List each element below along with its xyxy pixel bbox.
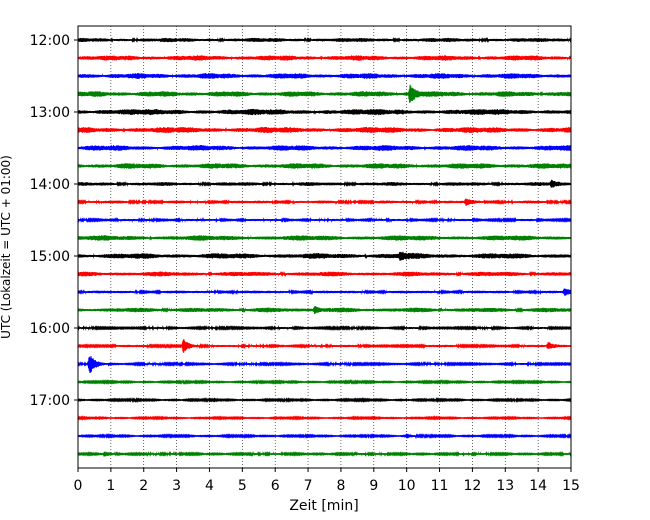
trace-1745 <box>77 451 572 457</box>
x-tick-label: 8 <box>336 478 345 494</box>
x-tick-label: 4 <box>205 478 214 494</box>
y-tick-label: 17:00 <box>30 393 70 409</box>
trace-1200 <box>77 37 572 43</box>
y-tick-label: 12:00 <box>30 33 70 49</box>
x-tick-label: 5 <box>238 478 247 494</box>
trace-1730 <box>77 433 572 439</box>
y-tick-label: 15:00 <box>30 249 70 265</box>
x-tick-label: 14 <box>529 478 547 494</box>
trace-1430 <box>77 216 572 223</box>
x-tick-label: 13 <box>496 478 514 494</box>
trace-1700 <box>77 397 572 403</box>
x-tick-label: 12 <box>463 478 481 494</box>
trace-1500 <box>77 251 572 261</box>
x-tick-label: 11 <box>431 478 449 494</box>
y-tick-label: 13:00 <box>30 105 70 121</box>
trace-1330 <box>77 145 572 151</box>
trace-1530 <box>77 288 572 296</box>
x-tick-label: 15 <box>562 478 580 494</box>
trace-1315 <box>77 127 572 134</box>
x-tick-label: 0 <box>74 478 83 494</box>
trace-1230 <box>77 73 572 79</box>
x-axis-label: Zeit [min] <box>289 498 358 514</box>
trace-1415 <box>77 198 572 206</box>
trace-1515 <box>77 271 572 277</box>
trace-1400 <box>77 179 572 188</box>
trace-1645 <box>77 379 572 385</box>
x-tick-label: 3 <box>172 478 181 494</box>
seismic-traces <box>77 37 572 457</box>
trace-1245 <box>77 84 572 103</box>
trace-1715 <box>77 415 572 421</box>
trace-1445 <box>77 235 572 241</box>
y-tick-label: 16:00 <box>30 321 70 337</box>
x-tick-label: 9 <box>369 478 378 494</box>
trace-1630 <box>77 356 572 373</box>
trace-1545 <box>77 306 572 315</box>
y-axis-label: UTC (Lokalzeit = UTC + 01:00) <box>0 155 13 339</box>
x-tick-label: 6 <box>271 478 280 494</box>
y-tick-label: 14:00 <box>30 177 70 193</box>
y-axis-ticks: 12:00 13:00 14:00 15:00 16:00 17:00 <box>30 33 78 409</box>
trace-1300 <box>77 108 572 116</box>
trace-1345 <box>77 163 572 169</box>
trace-1215 <box>77 55 572 61</box>
x-tick-label: 7 <box>304 478 313 494</box>
x-axis-ticks: 0 1 2 3 4 5 6 7 8 9 10 11 12 13 14 15 <box>74 468 580 494</box>
x-tick-label: 2 <box>139 478 148 494</box>
trace-1600 <box>77 325 572 332</box>
plot-frame <box>77 25 572 469</box>
x-tick-label: 1 <box>106 478 115 494</box>
x-tick-label: 10 <box>398 478 416 494</box>
trace-1615 <box>77 339 572 353</box>
